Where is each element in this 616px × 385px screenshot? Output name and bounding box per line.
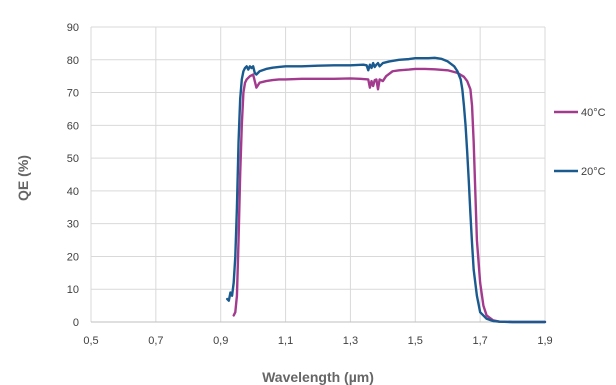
y-tick-label: 90 [67, 22, 79, 34]
legend: 40°C 20°C [554, 107, 606, 178]
y-tick-label: 10 [67, 284, 79, 296]
y-tick-label: 60 [67, 120, 79, 132]
x-tick-label: 1,5 [408, 335, 423, 347]
x-tick-label: 0,9 [213, 335, 228, 347]
y-axis-title: QE (%) [15, 155, 31, 201]
x-tick-label: 1,1 [278, 335, 293, 347]
series-line-0 [232, 67, 547, 324]
grid-layer [90, 26, 546, 323]
x-axis-title: Wavelength (µm) [262, 369, 374, 385]
series-layer [225, 56, 547, 324]
y-tick-label: 80 [67, 55, 79, 67]
x-tick-label: 1,9 [537, 335, 552, 347]
legend-label-20c: 20°C [581, 166, 606, 178]
y-tick-label: 50 [67, 153, 79, 165]
x-tick-label: 1,7 [472, 335, 487, 347]
y-tick-label: 30 [67, 219, 79, 231]
legend-label-40c: 40°C [581, 107, 606, 119]
y-tick-label: 40 [67, 186, 79, 198]
x-tick-label: 0,7 [148, 335, 163, 347]
x-tick-label: 0,5 [83, 335, 98, 347]
y-tick-label: 20 [67, 251, 79, 263]
tick-label-layer: 0,5 0,7 0,9 1,1 1,3 1,5 1,7 1,9 0 10 20 30 40 50 60 70 8… [67, 22, 553, 347]
y-tick-label: 70 [67, 88, 79, 100]
series-line-1 [225, 56, 547, 324]
y-tick-label: 0 [73, 317, 79, 329]
x-tick-label: 1,3 [343, 335, 358, 347]
